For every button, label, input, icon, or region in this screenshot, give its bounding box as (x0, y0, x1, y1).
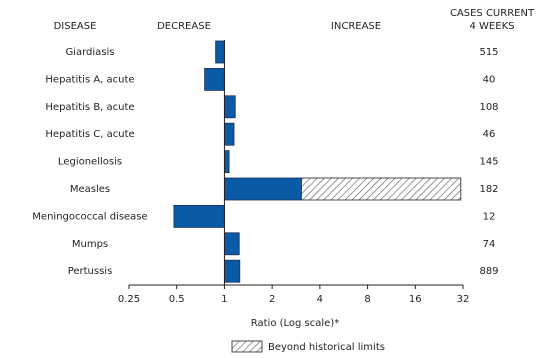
x-tick-label: 4 (317, 294, 323, 305)
bar (204, 68, 225, 91)
legend-label: Beyond historical limits (268, 342, 385, 353)
x-tick-label: 1 (221, 294, 227, 305)
x-tick-label: 0.5 (169, 294, 185, 305)
legend-swatch (231, 340, 263, 353)
category-label: Meningococcal disease (32, 211, 147, 222)
header-disease: DISEASE (54, 21, 97, 32)
header-cases: 4 WEEKS (470, 21, 515, 32)
bar (224, 95, 236, 119)
header-increase: INCREASE (331, 21, 381, 32)
bar (224, 259, 241, 283)
cases-value: 12 (483, 211, 496, 222)
cases-value: 108 (479, 102, 498, 113)
category-label: Measles (70, 184, 110, 195)
cases-value: 74 (483, 239, 496, 250)
cases-value: 515 (479, 47, 498, 58)
bar (215, 40, 225, 64)
cases-value: 145 (479, 157, 498, 168)
x-axis-label: Ratio (Log scale)* (251, 318, 339, 329)
bar-beyond-limits (301, 177, 462, 201)
cases-value: 40 (483, 74, 496, 85)
x-tick-label: 16 (409, 294, 422, 305)
category-label: Hepatitis C, acute (45, 129, 134, 140)
bar (224, 177, 302, 201)
x-tick-label: 8 (364, 294, 370, 305)
cases-value: 182 (479, 184, 498, 195)
category-label: Pertussis (68, 266, 113, 277)
x-tick-label: 0.25 (118, 294, 140, 305)
bar (173, 204, 225, 228)
bar (224, 232, 240, 256)
category-label: Hepatitis B, acute (45, 102, 134, 113)
category-label: Legionellosis (58, 157, 122, 168)
x-tick-label: 32 (457, 294, 470, 305)
cases-value: 889 (479, 266, 498, 277)
category-label: Hepatitis A, acute (45, 74, 134, 85)
category-label: Mumps (72, 239, 108, 250)
category-label: Giardiasis (65, 47, 114, 58)
header-cases: CASES CURRENT (450, 8, 535, 19)
header-decrease: DECREASE (157, 21, 211, 32)
x-tick-label: 2 (269, 294, 275, 305)
cases-value: 46 (483, 129, 496, 140)
bar (224, 122, 235, 146)
bar (224, 150, 230, 174)
